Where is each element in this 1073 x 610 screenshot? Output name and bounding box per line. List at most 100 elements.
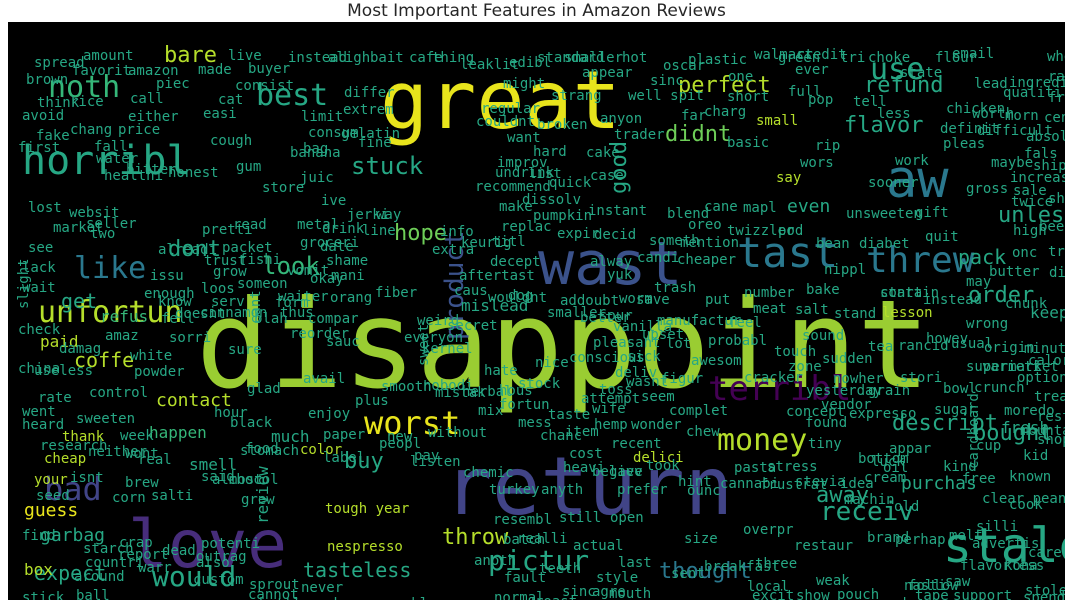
cloud-word: feel xyxy=(728,315,762,331)
cloud-word: rancid xyxy=(898,338,949,354)
cloud-word: rest xyxy=(1037,409,1065,425)
cloud-word: dont xyxy=(168,237,221,262)
cloud-word: pretti xyxy=(202,222,253,238)
cloud-word: cake xyxy=(586,145,620,161)
cloud-word: wrong xyxy=(966,316,1008,332)
cloud-word: hint xyxy=(678,474,712,490)
cloud-word: isnt xyxy=(70,470,104,486)
cloud-word: cat xyxy=(218,92,243,108)
cloud-word: taste xyxy=(548,407,590,423)
cloud-word: glad xyxy=(247,381,281,397)
cloud-word: replac xyxy=(501,219,552,235)
cloud-word: difficult xyxy=(977,123,1053,139)
cloud-word: choke xyxy=(868,50,910,66)
cloud-word: away xyxy=(816,483,869,508)
cloud-word: manufactur xyxy=(657,313,741,329)
cloud-word: read xyxy=(233,217,267,233)
cloud-word: serv xyxy=(211,294,245,310)
cloud-word: prefer xyxy=(617,482,668,498)
cloud-word: extrem xyxy=(343,102,394,118)
cloud-word: alway xyxy=(590,254,632,270)
cloud-word: attempt xyxy=(581,391,640,407)
cloud-word: mislead xyxy=(461,296,528,315)
cloud-word: report xyxy=(118,547,169,563)
cloud-word: refus xyxy=(100,307,148,326)
cloud-word: fine xyxy=(358,135,392,151)
cloud-word: hot xyxy=(622,50,647,66)
cloud-word: limit xyxy=(301,109,343,125)
cloud-word: bake xyxy=(806,282,840,298)
cloud-word: even xyxy=(787,196,830,217)
cloud-word: waiter xyxy=(278,289,329,305)
cloud-word: find xyxy=(22,528,56,544)
cloud-word: bait xyxy=(370,50,404,66)
cloud-word: new xyxy=(387,429,413,445)
cloud-word: reorder xyxy=(290,326,349,342)
cloud-word: breakfast xyxy=(704,559,780,575)
cloud-word: never xyxy=(301,580,343,596)
cloud-word: throw xyxy=(442,525,509,550)
cloud-word: upset xyxy=(642,327,684,343)
cloud-word: origin xyxy=(984,340,1035,356)
cloud-word: sour xyxy=(599,308,633,324)
cloud-word: still xyxy=(559,510,601,526)
cloud-word: cant xyxy=(248,290,264,324)
cloud-word: pod xyxy=(778,223,803,239)
cloud-word: machin xyxy=(844,492,895,508)
cloud-word: blah xyxy=(254,311,288,327)
cloud-word: horribl xyxy=(22,138,191,184)
cloud-word: alreadi xyxy=(158,242,217,258)
cloud-word: save xyxy=(636,292,670,308)
cloud-word: salt xyxy=(795,302,829,318)
cloud-word: ship xyxy=(1033,158,1065,174)
cloud-word: appar xyxy=(889,441,931,457)
cloud-word: chew xyxy=(686,424,720,440)
cloud-word: use xyxy=(870,52,924,87)
cloud-word: receiv xyxy=(820,497,914,527)
cloud-word: tasteless xyxy=(303,558,411,582)
cloud-word: order xyxy=(968,283,1034,308)
cloud-word: week xyxy=(120,428,154,444)
cloud-word: sprout xyxy=(249,577,300,593)
cloud-word: said xyxy=(201,469,235,485)
cloud-word: cannot xyxy=(248,587,299,600)
cloud-word: enough xyxy=(144,286,195,302)
cloud-word: bought xyxy=(973,421,1052,446)
cloud-word: store xyxy=(262,180,304,196)
cloud-word: piec xyxy=(156,76,190,92)
cloud-word: pictur xyxy=(488,544,589,577)
cloud-word: mani xyxy=(331,268,365,284)
cloud-word: stuck xyxy=(351,152,424,180)
cloud-word: anyth xyxy=(541,482,583,498)
cloud-word: lack xyxy=(22,260,56,276)
cloud-word: broken xyxy=(537,117,588,133)
cloud-word: plastic xyxy=(688,52,747,68)
cloud-word: appear xyxy=(582,65,633,81)
cloud-word: batch xyxy=(503,532,545,548)
cloud-word: wors xyxy=(800,155,834,171)
cloud-word: perhap xyxy=(895,532,946,548)
cloud-word: compar xyxy=(308,311,359,327)
cloud-word: consist xyxy=(235,78,294,94)
cloud-word: fake xyxy=(36,128,70,144)
cloud-word: stole xyxy=(1025,583,1065,599)
cloud-word: moredo xyxy=(1004,403,1055,419)
cloud-word: oil xyxy=(883,460,908,476)
cloud-word: probabl xyxy=(708,333,767,349)
cloud-word: idea xyxy=(840,476,874,492)
cloud-word: hemp xyxy=(594,417,628,433)
cloud-word: dish xyxy=(1049,265,1065,281)
cloud-word: thus xyxy=(280,305,314,321)
cloud-word: cracker xyxy=(744,370,803,386)
cloud-word: green xyxy=(778,50,820,66)
cloud-word: cheaper xyxy=(677,252,736,268)
cloud-word: pouch xyxy=(837,587,879,600)
cloud-word: healthi xyxy=(104,168,163,184)
cloud-word: secret xyxy=(447,318,498,334)
cloud-word: item xyxy=(565,424,599,440)
cloud-word: avail xyxy=(303,371,345,387)
cloud-word: fresh xyxy=(1001,418,1049,437)
cloud-word: trash xyxy=(654,280,696,296)
cloud-word: calori xyxy=(1028,353,1065,369)
cloud-word: crap xyxy=(119,535,153,551)
